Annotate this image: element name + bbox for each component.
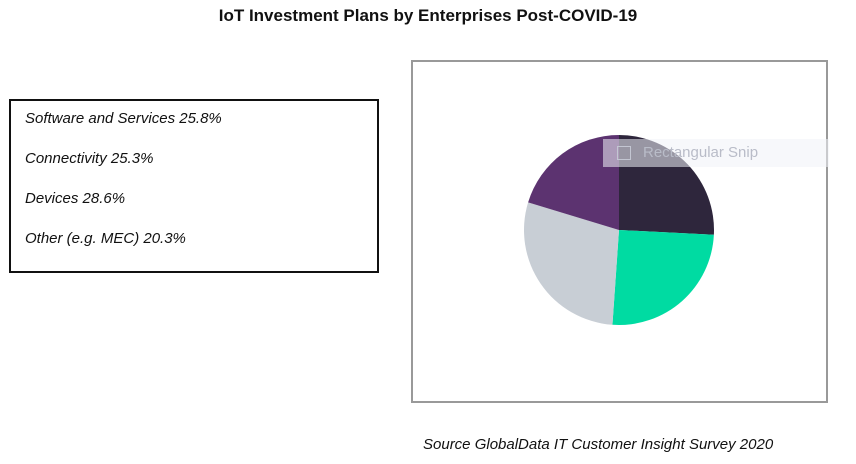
snip-icon: [617, 146, 631, 160]
legend-item-connectivity: Connectivity 25.3%: [25, 150, 154, 167]
legend-box: Software and Services 25.8% Connectivity…: [9, 99, 379, 273]
chart-title: IoT Investment Plans by Enterprises Post…: [218, 6, 638, 25]
snip-label: Rectangular Snip: [643, 144, 759, 161]
pie-slice-devices: [524, 202, 619, 325]
pie-slice-connectivity: [612, 230, 714, 325]
pie-slice-other: [528, 135, 619, 230]
source-note: Source GlobalData IT Customer Insight Su…: [423, 436, 774, 453]
legend-item-other: Other (e.g. MEC) 20.3%: [25, 230, 186, 247]
legend-item-software: Software and Services 25.8%: [25, 110, 222, 127]
rectangular-snip-overlay[interactable]: Rectangular Snip: [603, 139, 829, 167]
legend-item-devices: Devices 28.6%: [25, 190, 126, 207]
